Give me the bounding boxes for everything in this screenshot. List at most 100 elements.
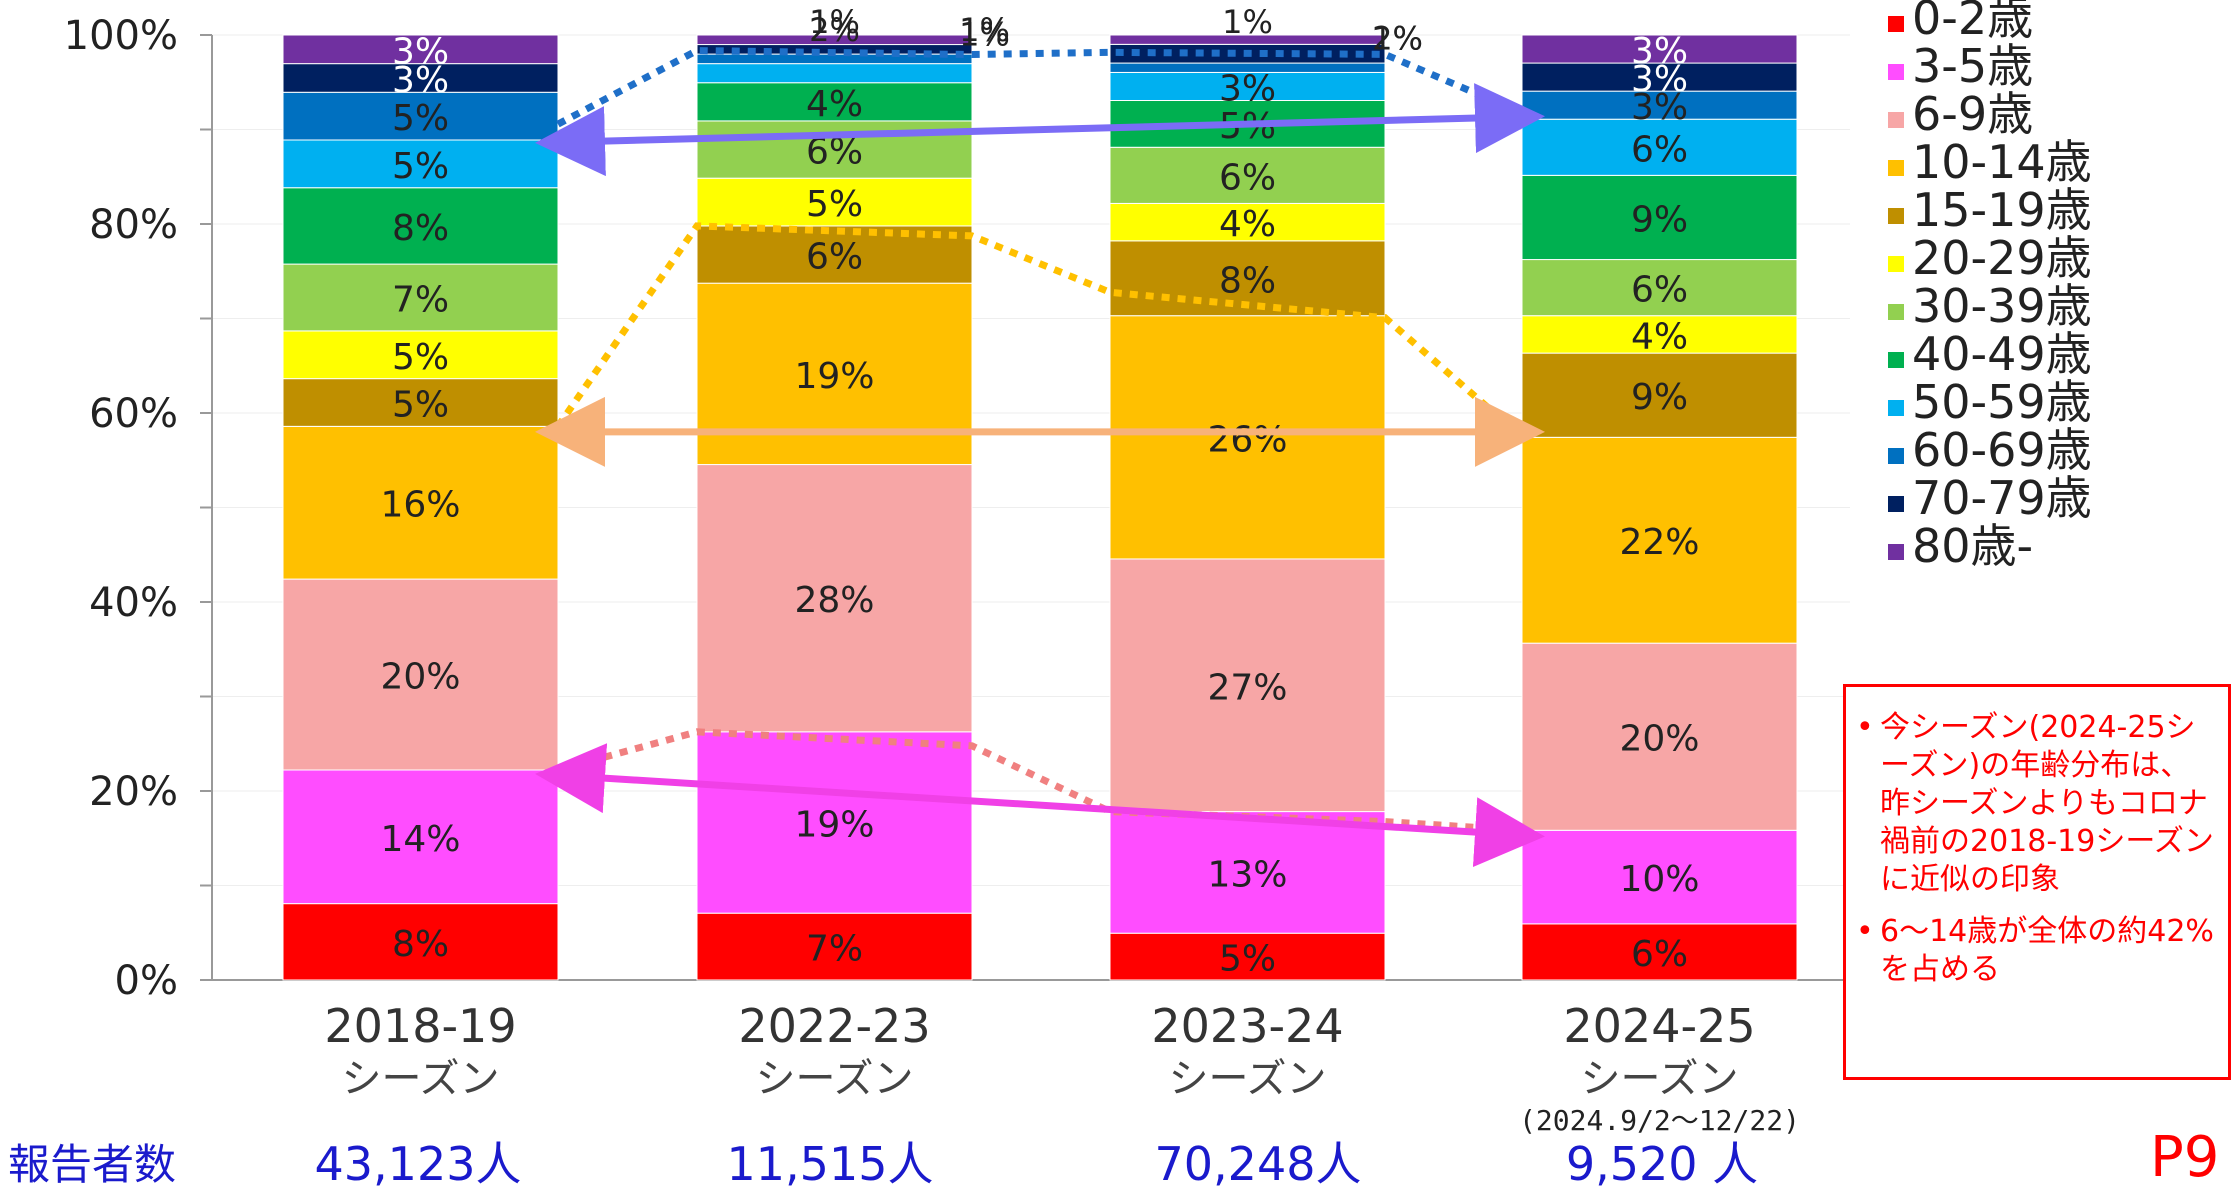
legend-swatch bbox=[1888, 400, 1904, 416]
bar-segment bbox=[1521, 34, 1798, 64]
segment-label: 26% bbox=[1207, 419, 1287, 460]
legend-label: 10-14歳 bbox=[1912, 135, 2092, 189]
segment-label: 20% bbox=[1619, 719, 1699, 760]
y-tick-label: 80% bbox=[89, 202, 178, 248]
segment-label: 6% bbox=[1631, 129, 1688, 170]
reporter-count: 9,520 人 bbox=[1565, 1137, 1759, 1191]
legend-swatch bbox=[1888, 160, 1904, 176]
bar-segment bbox=[282, 769, 559, 905]
segment-label: 6% bbox=[1219, 157, 1276, 198]
bar-segment bbox=[282, 263, 559, 332]
segment-label: 19% bbox=[794, 356, 874, 397]
legend-label: 40-49歳 bbox=[1912, 327, 2092, 381]
x-category-note: (2024.9/2～12/22) bbox=[1519, 1104, 1800, 1137]
segment-label: 4% bbox=[806, 84, 863, 125]
x-category-sublabel: シーズン bbox=[342, 1056, 500, 1102]
segment-label: 10% bbox=[1619, 859, 1699, 900]
x-category-sublabel: シーズン bbox=[1581, 1056, 1739, 1102]
reporter-count: 43,123人 bbox=[314, 1137, 522, 1191]
comparison-arrow bbox=[535, 743, 1545, 868]
legend-label: 15-19歳 bbox=[1912, 183, 2092, 237]
x-category-sublabel: シーズン bbox=[756, 1056, 914, 1102]
legend-swatch bbox=[1888, 208, 1904, 224]
trend-dotted-line bbox=[555, 222, 1525, 440]
legend-swatch bbox=[1888, 16, 1904, 32]
bar-segment bbox=[1521, 315, 1798, 354]
bar-segment bbox=[696, 464, 973, 733]
legend-label: 70-79歳 bbox=[1912, 471, 2092, 525]
x-category-label: 2018-19 bbox=[324, 999, 516, 1053]
segment-label: 1% bbox=[959, 15, 1010, 53]
segment-label: 5% bbox=[392, 385, 449, 426]
y-tick-label: 60% bbox=[89, 391, 178, 437]
legend-swatch bbox=[1888, 256, 1904, 272]
legend-swatch bbox=[1888, 304, 1904, 320]
legend-swatch bbox=[1888, 352, 1904, 368]
segment-label: 6% bbox=[1631, 934, 1688, 975]
legend-label: 0-2歳 bbox=[1912, 0, 2033, 45]
note-item: 6～14歳が全体の約42%を占める bbox=[1854, 913, 2218, 989]
legend-swatch bbox=[1888, 496, 1904, 512]
x-axis-labels: 2018-19シーズン2022-23シーズン2023-24シーズン2024-25… bbox=[324, 999, 1800, 1137]
trend-dotted-line bbox=[556, 47, 1524, 128]
y-tick-label: 0% bbox=[115, 958, 178, 1004]
annotation-box: 今シーズン(2024-25シーズン)の年齢分布は、昨シーズンよりもコロナ禍前の2… bbox=[1843, 684, 2231, 1080]
segment-label: 22% bbox=[1619, 522, 1699, 563]
bar-segment bbox=[696, 63, 973, 84]
legend-label: 80歳- bbox=[1912, 519, 2033, 573]
segment-label: 28% bbox=[794, 580, 874, 621]
bar-segment bbox=[282, 34, 559, 65]
legend-label: 30-39歳 bbox=[1912, 279, 2092, 333]
segment-label: 9% bbox=[1631, 377, 1688, 418]
segment-labels: 8%14%20%16%5%5%7%8%5%5%3%3%7%19%28%19%6%… bbox=[380, 3, 1699, 980]
segment-label: 8% bbox=[1219, 260, 1276, 301]
bar-segment bbox=[1521, 259, 1798, 317]
segment-label: 5% bbox=[806, 184, 863, 225]
bar-segment bbox=[696, 177, 973, 227]
reporter-count: 70,248人 bbox=[1154, 1137, 1362, 1191]
x-category-sublabel: シーズン bbox=[1169, 1056, 1327, 1102]
segment-label: 7% bbox=[392, 280, 449, 321]
page-number: P9 bbox=[2150, 1125, 2220, 1190]
legend-label: 20-29歳 bbox=[1912, 231, 2092, 285]
segment-label: 5% bbox=[392, 146, 449, 187]
bar-segment bbox=[1521, 90, 1798, 120]
x-category-label: 2022-23 bbox=[738, 999, 930, 1053]
x-category-label: 2023-24 bbox=[1151, 999, 1343, 1053]
note-item: 今シーズン(2024-25シーズン)の年齢分布は、昨シーズンよりもコロナ禍前の2… bbox=[1854, 709, 2218, 899]
legend: 0-2歳3-5歳6-9歳10-14歳15-19歳20-29歳30-39歳40-4… bbox=[1888, 0, 2092, 573]
legend-swatch bbox=[1888, 544, 1904, 560]
segment-label: 1% bbox=[809, 3, 860, 41]
segment-label: 7% bbox=[806, 929, 863, 970]
legend-swatch bbox=[1888, 112, 1904, 128]
bar-segment bbox=[1521, 174, 1798, 261]
segment-label: 5% bbox=[1219, 939, 1276, 980]
segment-label: 14% bbox=[380, 819, 460, 860]
segment-label: 1% bbox=[959, 11, 1010, 49]
segment-label: 4% bbox=[1631, 316, 1688, 357]
segment-label: 1% bbox=[1372, 20, 1423, 58]
bar-segment bbox=[282, 139, 559, 189]
bar-segment bbox=[1109, 202, 1386, 242]
bar-segment bbox=[1521, 923, 1798, 981]
legend-label: 60-69歳 bbox=[1912, 423, 2092, 477]
bar-segment bbox=[282, 578, 559, 771]
segment-label: 3% bbox=[1631, 59, 1688, 100]
bar-segment bbox=[1521, 436, 1798, 644]
segment-label: 13% bbox=[1207, 854, 1287, 895]
y-tick-label: 20% bbox=[89, 769, 178, 815]
legend-label: 3-5歳 bbox=[1912, 39, 2033, 93]
comparison-arrow bbox=[535, 83, 1545, 177]
y-tick-label: 100% bbox=[64, 13, 178, 59]
legend-swatch bbox=[1888, 448, 1904, 464]
bar-segment bbox=[282, 187, 559, 265]
segment-label: 9% bbox=[1631, 199, 1688, 240]
legend-label: 50-59歳 bbox=[1912, 375, 2092, 429]
y-tick-label: 40% bbox=[89, 580, 178, 626]
legend-label: 6-9歳 bbox=[1912, 87, 2033, 141]
bar-segment bbox=[1521, 118, 1798, 176]
segment-label: 2% bbox=[809, 11, 860, 49]
reporter-count-label: 報告者数 bbox=[8, 1140, 177, 1189]
segment-label: 3% bbox=[1219, 68, 1276, 109]
